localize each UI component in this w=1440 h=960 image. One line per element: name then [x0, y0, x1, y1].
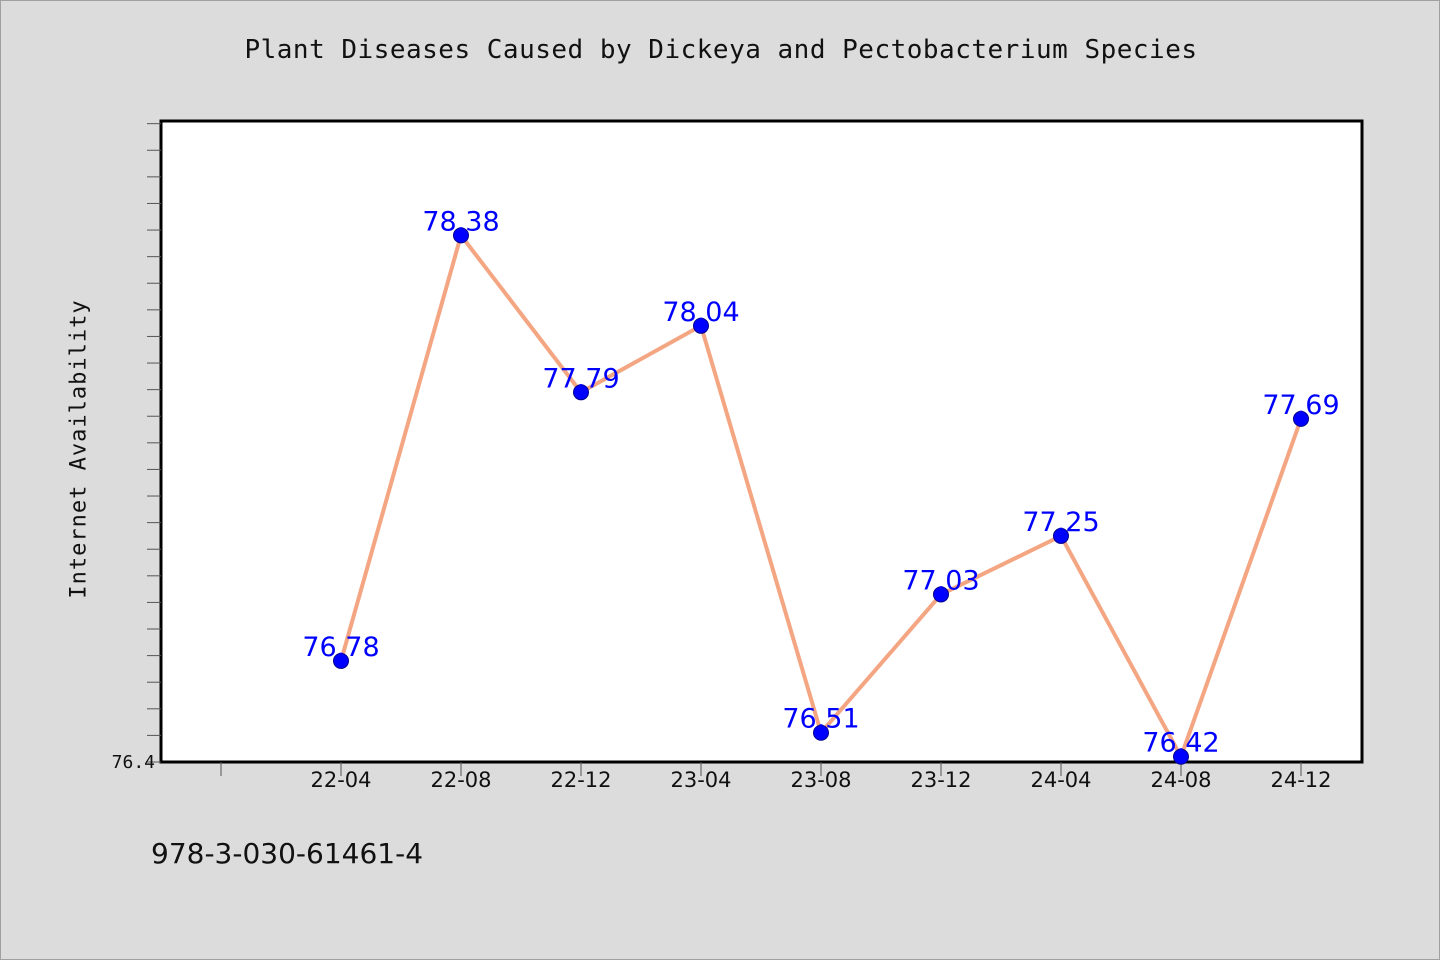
- chart-title: Plant Diseases Caused by Dickeya and Pec…: [244, 35, 1198, 65]
- x-tick-label: 23-08: [790, 768, 851, 792]
- data-label: 76.42: [1142, 728, 1219, 759]
- x-axis-ticks: 22-04 22-08 22-12 23-04 23-08 23-12 24-04 24-08…: [220, 762, 1332, 792]
- data-point: [333, 652, 349, 669]
- y-tick-label: 76.4: [112, 752, 155, 773]
- data-label: 78.38: [422, 206, 499, 237]
- x-tick-label: 22-08: [430, 768, 491, 792]
- series-layer: [333, 227, 1309, 765]
- x-tick-label: 24-04: [1030, 768, 1091, 792]
- data-labels-layer: 76.78 78.38 77.79 78.04 76.51 77.03 77.25 76.42…: [302, 206, 1339, 758]
- x-tick-label: 22-12: [550, 768, 611, 792]
- data-point: [1293, 410, 1309, 427]
- data-label: 78.04: [662, 297, 739, 328]
- data-point: [933, 586, 949, 603]
- data-label: 76.51: [782, 704, 859, 735]
- data-point: [1053, 527, 1069, 544]
- data-point: [1173, 748, 1189, 765]
- data-point: [573, 384, 589, 401]
- plot-area: [159, 119, 1364, 764]
- y-axis-ticks: 76.4: [112, 123, 161, 773]
- x-tick-label: 23-04: [670, 768, 731, 792]
- x-tick-label: 22-04: [310, 768, 371, 792]
- data-label: 77.25: [1022, 507, 1099, 538]
- data-label: 77.69: [1262, 390, 1339, 421]
- x-tick-label: 24-08: [1150, 768, 1211, 792]
- x-tick-label: 23-12: [910, 768, 971, 792]
- data-label: 77.79: [542, 363, 619, 394]
- data-point: [693, 317, 709, 334]
- footer-isbn: 978-3-030-61461-4: [151, 837, 424, 870]
- x-tick-label: 24-12: [1270, 768, 1331, 792]
- data-label: 77.03: [902, 565, 979, 596]
- data-label: 76.78: [302, 632, 379, 663]
- data-point: [813, 724, 829, 741]
- data-point: [453, 227, 469, 244]
